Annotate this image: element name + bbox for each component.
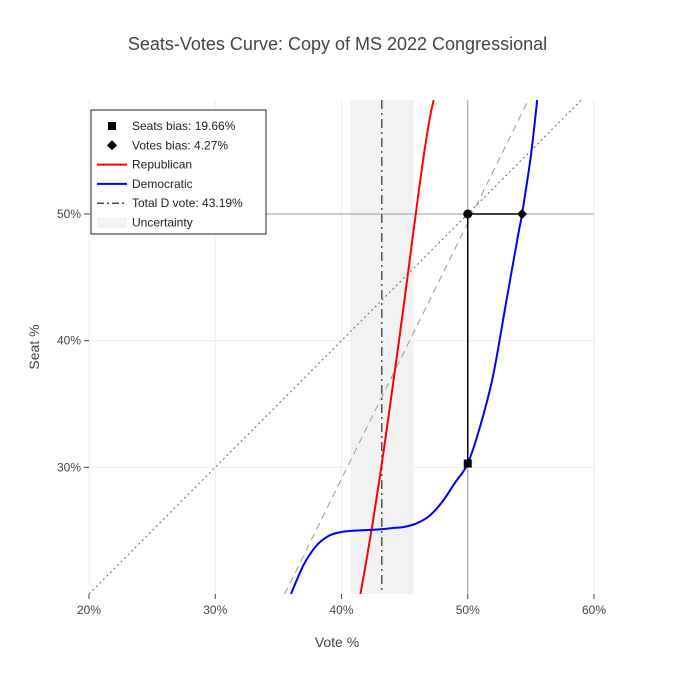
legend-label-uncertainty: Uncertainty [132,216,193,230]
legend[interactable]: Seats bias: 19.66% Votes bias: 4.27% Repub… [90,109,267,235]
y-tick-label: 40% [57,334,81,348]
series-line-republican [359,100,435,594]
legend-label-seats-bias-19-66: Seats bias: 19.66% [132,119,236,133]
seats-bias-marker [463,459,472,468]
series-line-democratic [290,100,539,594]
legend-symbol-square [108,122,116,130]
x-tick-label: 60% [582,603,606,617]
legend-label-total-d-vote-43-19: Total D vote: 43.19% [132,196,243,210]
x-tick-label: 40% [329,603,353,617]
legend-box [90,109,267,235]
reference-line-steep-diagonal [284,100,529,594]
y-tick-label: 30% [57,460,81,474]
chart-title: Seats-Votes Curve: Copy of MS 2022 Congr… [128,34,547,54]
y-axis-title: Seat % [26,324,42,369]
y-tick-label: 50% [57,207,81,221]
legend-label-votes-bias-4-27: Votes bias: 4.27% [132,138,228,152]
plot-content [89,100,594,594]
midpoint-marker [463,209,473,219]
x-tick-label: 50% [456,603,480,617]
votes-bias-marker [517,209,528,219]
legend-symbol-diamond [107,140,117,151]
x-tick-label: 30% [203,603,227,617]
x-tick-label: 20% [77,603,101,617]
x-axis-title: Vote % [315,634,359,650]
reference-line-diagonal [89,100,582,594]
legend-symbol-band [97,217,127,228]
legend-label-democratic: Democratic [132,177,193,191]
legend-label-republican: Republican [132,158,192,172]
plot-area: 20% 30% 40% 50% 60% 30% 40% 50% [57,100,606,617]
